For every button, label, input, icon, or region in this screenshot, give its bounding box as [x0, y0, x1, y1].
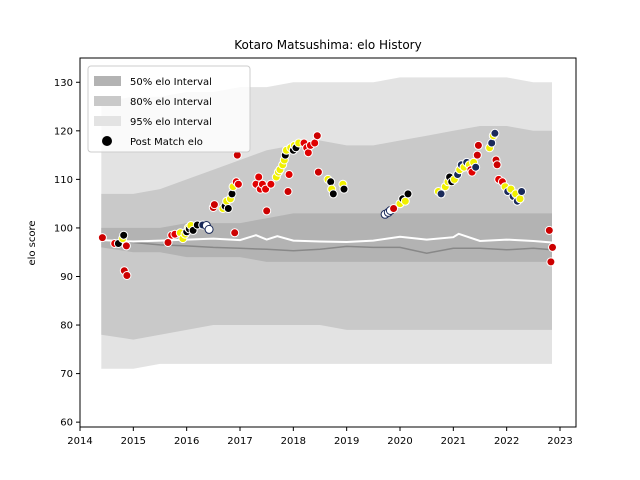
legend: 50% elo Interval 80% elo Interval 95% elo …	[87, 65, 251, 153]
data-point	[544, 225, 554, 235]
y-tick-label: 110	[54, 175, 73, 186]
band-50	[101, 213, 553, 262]
data-point	[121, 241, 131, 251]
data-point	[403, 189, 413, 199]
x-tick-label: 2023	[547, 436, 572, 447]
data-point	[262, 206, 272, 216]
legend-swatch	[94, 96, 121, 106]
data-point	[254, 172, 264, 182]
x-tick-label: 2014	[67, 436, 92, 447]
data-point	[389, 204, 399, 213]
data-point	[230, 228, 240, 238]
data-point	[400, 196, 410, 206]
legend-swatch	[94, 76, 121, 86]
data-point	[122, 271, 132, 280]
data-point	[339, 184, 349, 194]
data-point	[492, 160, 502, 170]
data-point	[473, 140, 483, 150]
data-point	[328, 189, 338, 199]
data-point	[204, 224, 214, 234]
data-point	[97, 233, 107, 243]
y-axis-label: elo score	[27, 220, 38, 265]
y-tick-label: 130	[54, 78, 73, 89]
axes-frame	[79, 57, 577, 428]
data-point	[548, 242, 557, 252]
chart-title: Kotaro Matsushima: elo History	[234, 38, 421, 52]
trend-line	[101, 239, 553, 254]
y-tick-label: 70	[60, 369, 73, 380]
legend-marker	[102, 136, 112, 146]
x-tick-label: 2018	[281, 436, 306, 447]
data-point	[227, 189, 237, 199]
data-point	[326, 177, 336, 187]
data-point	[223, 204, 233, 213]
axes: 2014 2015 2016 2017 2018 2019 2020 2021 2022 2023…	[54, 57, 577, 447]
data-point	[283, 187, 293, 196]
data-point	[312, 131, 322, 141]
data-point	[471, 162, 481, 172]
data-point	[472, 150, 482, 160]
data-point	[209, 200, 219, 210]
data-point	[119, 230, 129, 240]
data-point	[490, 128, 500, 138]
legend-label: 95% elo Interval	[130, 117, 212, 128]
y-tick-label: 120	[54, 126, 73, 137]
data-point	[266, 179, 276, 189]
median-line	[101, 232, 553, 244]
legend-label: 50% elo Interval	[130, 77, 212, 88]
y-tick-label: 100	[54, 223, 73, 234]
y-tick-label: 80	[60, 321, 73, 332]
data-point	[284, 170, 294, 179]
x-tick-label: 2022	[494, 436, 519, 447]
data-point	[303, 148, 313, 158]
x-tick-label: 2021	[441, 436, 466, 447]
x-tick-label: 2019	[334, 436, 359, 447]
x-tick-label: 2016	[174, 436, 199, 447]
x-tick-label: 2015	[121, 436, 146, 447]
data-point	[310, 138, 320, 148]
legend-swatch	[94, 116, 121, 126]
data-point	[313, 167, 323, 177]
data-point	[436, 189, 446, 199]
data-point	[163, 238, 173, 247]
legend-label: Post Match elo	[130, 137, 203, 148]
data-point	[517, 187, 527, 196]
y-tick-label: 60	[60, 418, 73, 429]
data-point	[546, 257, 556, 267]
legend-label: 80% elo Interval	[130, 97, 212, 108]
legend-box	[87, 65, 251, 153]
data-point	[233, 179, 243, 189]
x-tick-label: 2020	[387, 436, 412, 447]
y-tick-label: 90	[60, 272, 73, 283]
data-point	[487, 138, 497, 148]
x-tick-label: 2017	[227, 436, 252, 447]
data-point	[515, 194, 525, 204]
